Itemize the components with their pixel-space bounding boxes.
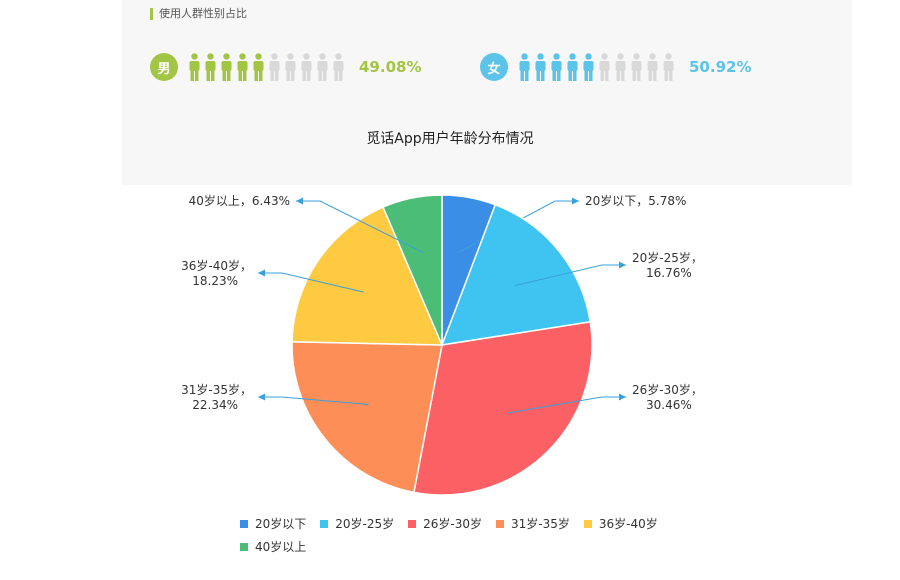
female-person-icon: [551, 53, 562, 81]
legend-label: 20岁-25岁: [335, 517, 395, 531]
leader-arrow: [619, 393, 626, 401]
leader-arrow: [572, 197, 579, 205]
male-person-icon: [253, 53, 264, 81]
male-person-icon: [285, 53, 296, 81]
legend-swatch: [240, 542, 248, 551]
female-person-icon: [615, 53, 626, 81]
male-person-icon: [205, 53, 216, 81]
pie-slice[interactable]: [291, 206, 444, 346]
legend-swatch: [408, 519, 417, 528]
leader-arrow: [258, 393, 265, 401]
male-person-icon: [189, 53, 200, 81]
pie-slice[interactable]: [440, 203, 592, 346]
legend-item[interactable]: 20岁以下: [240, 515, 306, 532]
female-person-icon: [519, 53, 530, 81]
legend-item[interactable]: 20岁-25岁: [320, 515, 394, 532]
leader-arrow: [619, 261, 626, 269]
legend-item[interactable]: 40岁以上: [240, 538, 306, 555]
leader-line: [296, 200, 424, 253]
leader-arrow: [296, 197, 303, 205]
slice-label: 20岁-25岁， 16.76%: [632, 250, 703, 280]
legend-swatch: [496, 519, 505, 528]
section-title: 使用人群性别占比: [150, 8, 247, 20]
female-row: 女 50.92%: [480, 52, 751, 82]
female-people-icons: [518, 53, 675, 81]
female-person-icon: [535, 53, 546, 81]
female-person-icon: [599, 53, 610, 81]
legend-label: 31岁-35岁: [511, 517, 570, 531]
legend-label: 26岁-30岁: [423, 517, 483, 531]
legend-item[interactable]: 31岁-35岁: [496, 515, 570, 532]
leader-arrow: [258, 269, 265, 277]
legend-label: 36岁-40岁: [598, 517, 658, 531]
male-people-icons: [188, 53, 345, 81]
slice-label: 26岁-30岁， 30.46%: [632, 382, 703, 412]
legend-item[interactable]: 36岁-40岁: [583, 515, 658, 532]
male-person-icon: [237, 53, 248, 81]
chart-legend: 20岁以下 20岁-25岁 26岁-30岁 31岁-35岁 36岁-40岁 40岁以上: [240, 515, 670, 555]
legend-label: 20岁以下: [255, 517, 307, 531]
leader-line: [258, 396, 369, 405]
male-percent: 49.08%: [359, 58, 422, 76]
female-person-icon: [567, 53, 578, 81]
female-person-icon: [663, 53, 674, 81]
legend-swatch: [583, 519, 592, 528]
male-row: 男 49.08%: [150, 52, 421, 82]
female-percent: 50.92%: [689, 58, 752, 76]
legend-item[interactable]: 26岁-30岁: [408, 515, 482, 532]
male-person-icon: [221, 53, 232, 81]
chart-title: 觅话App用户年龄分布情况: [366, 131, 534, 147]
pie-slice[interactable]: [291, 341, 443, 494]
pie-slice[interactable]: [382, 194, 443, 346]
gender-panel: [122, 0, 852, 185]
leader-line: [258, 272, 364, 293]
slice-label: 36岁-40岁， 18.23%: [181, 258, 252, 288]
leader-line: [507, 396, 626, 414]
legend-swatch: [240, 519, 248, 528]
male-person-icon: [301, 53, 312, 81]
male-person-icon: [333, 53, 344, 81]
female-person-icon: [631, 53, 642, 81]
male-person-icon: [269, 53, 280, 81]
pie-slice[interactable]: [413, 321, 593, 496]
leader-line: [515, 264, 626, 286]
legend-swatch: [320, 519, 329, 528]
female-badge: 女: [480, 53, 508, 81]
male-person-icon: [317, 53, 328, 81]
slice-label: 40岁以上，6.43%: [189, 193, 290, 208]
slice-label: 31岁-35岁， 22.34%: [181, 382, 252, 412]
male-badge: 男: [150, 53, 178, 81]
slice-label: 20岁以下，5.78%: [585, 193, 686, 208]
female-person-icon: [583, 53, 594, 81]
legend-label: 40岁以上: [255, 540, 307, 554]
female-person-icon: [647, 53, 658, 81]
